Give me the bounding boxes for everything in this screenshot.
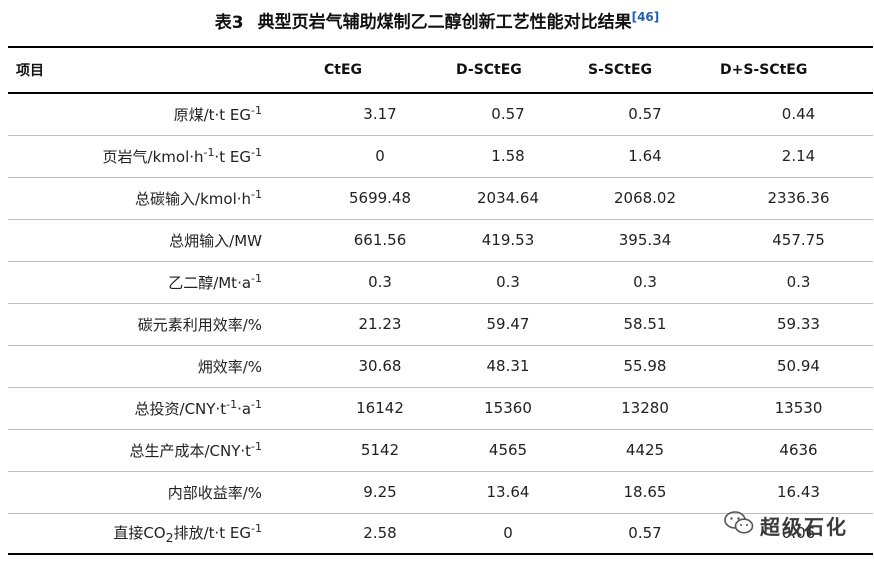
table-caption: 表3 典型页岩气辅助煤制乙二醇创新工艺性能对比结果[46]: [0, 0, 874, 34]
cell-value: 0.3: [368, 273, 392, 291]
row-label: 乙二醇/Mt·a-1: [168, 271, 262, 292]
row-label: 原煤/t·t EG-1: [173, 103, 262, 124]
row-label: 㶲效率/%: [197, 357, 262, 376]
cell-value: 661.56: [353, 231, 407, 249]
row-label: 直接CO2排放/t·t EG-1: [113, 521, 262, 545]
header-d-scteg: D-SCtEG: [456, 46, 588, 94]
cell-value: 1.58: [491, 147, 525, 165]
cell-value: 0.06: [781, 524, 816, 543]
cell-value: 48.31: [486, 357, 530, 375]
row-label: 内部收益率/%: [167, 483, 262, 502]
cell-value: 50.94: [777, 357, 820, 375]
cell-value: 18.65: [623, 483, 667, 501]
cell-value: 13280: [621, 399, 669, 417]
cell-value: 0.57: [628, 524, 662, 543]
table-row: 页岩气/kmol·h-1·t EG-1 0 1.58 1.64 2.14: [8, 135, 873, 177]
table-row: 原煤/t·t EG-1 3.17 0.57 0.57 0.44: [8, 93, 873, 135]
header-cteg: CtEG: [324, 46, 456, 94]
cell-value: 13530: [774, 399, 823, 417]
cell-value: 59.47: [486, 315, 530, 333]
row-label: 页岩气/kmol·h-1·t EG-1: [102, 145, 262, 166]
cell-value: 2336.36: [767, 189, 830, 207]
table-row: 碳元素利用效率/% 21.23 59.47 58.51 59.33: [8, 303, 873, 345]
table-row: 内部收益率/% 9.25 13.64 18.65 16.43: [8, 471, 873, 513]
table-row: 乙二醇/Mt·a-1 0.3 0.3 0.3 0.3: [8, 261, 873, 303]
cell-value: 0.57: [628, 105, 662, 124]
cell-value: 0: [503, 524, 513, 543]
cell-value: 419.53: [481, 231, 535, 249]
row-label: 总㶲输入/MW: [169, 231, 262, 250]
cell-value: 21.23: [358, 315, 402, 333]
cell-value: 0.3: [786, 273, 811, 291]
row-label: 总投资/CNY·t-1·a-1: [134, 397, 262, 418]
table-row: 总生产成本/CNY·t-1 5142 4565 4425 4636: [8, 429, 873, 471]
cell-value: 457.75: [772, 231, 825, 249]
cell-value: 2034.64: [476, 189, 540, 207]
cell-value: 16.43: [777, 483, 820, 501]
table-row: 总投资/CNY·t-1·a-1 16142 15360 13280 13530: [8, 387, 873, 429]
header-ds-scteg: D+S-SCtEG: [720, 46, 873, 94]
cell-value: 58.51: [623, 315, 667, 333]
row-label: 碳元素利用效率/%: [137, 315, 262, 334]
header-s-scteg: S-SCtEG: [588, 46, 720, 94]
cell-value: 9.25: [363, 483, 397, 501]
row-label: 总生产成本/CNY·t-1: [129, 439, 262, 460]
cell-value: 16142: [356, 399, 404, 417]
cell-value: 13.64: [486, 483, 530, 501]
cell-value: 0.57: [491, 105, 525, 124]
table-title: 典型页岩气辅助煤制乙二醇创新工艺性能对比结果: [257, 12, 632, 33]
cell-value: 2.14: [781, 147, 816, 165]
cell-value: 0.3: [633, 273, 657, 291]
cell-value: 55.98: [623, 357, 667, 375]
cell-value: 395.34: [618, 231, 672, 249]
table-header-row: 项目 CtEG D-SCtEG S-SCtEG D+S-SCtEG: [8, 46, 873, 94]
table-number: 表3: [214, 12, 244, 33]
cell-value: 4636: [779, 441, 818, 459]
table-row: 总㶲输入/MW 661.56 419.53 395.34 457.75: [8, 219, 873, 261]
cell-value: 2.58: [363, 524, 397, 543]
comparison-table: 项目 CtEG D-SCtEG S-SCtEG D+S-SCtEG 原煤/t·t…: [8, 46, 873, 555]
cell-value: 0: [375, 147, 385, 165]
cell-value: 4565: [488, 441, 528, 459]
reference-link[interactable]: [46]: [631, 10, 660, 24]
header-item: 项目: [8, 46, 324, 94]
cell-value: 0.3: [496, 273, 520, 291]
cell-value: 15360: [484, 399, 532, 417]
table-row: 直接CO2排放/t·t EG-1 2.58 0 0.57 0.06: [8, 513, 873, 554]
cell-value: 2068.02: [613, 189, 677, 207]
table-row: 总碳输入/kmol·h-1 5699.48 2034.64 2068.02 23…: [8, 177, 873, 219]
cell-value: 1.64: [628, 147, 662, 165]
cell-value: 3.17: [363, 105, 397, 124]
cell-value: 5699.48: [348, 189, 412, 207]
row-label: 总碳输入/kmol·h-1: [135, 187, 262, 208]
cell-value: 59.33: [777, 315, 820, 333]
table-row: 㶲效率/% 30.68 48.31 55.98 50.94: [8, 345, 873, 387]
cell-value: 30.68: [358, 357, 402, 375]
cell-value: 4425: [625, 441, 665, 459]
cell-value: 0.44: [781, 105, 816, 124]
cell-value: 5142: [360, 441, 400, 459]
